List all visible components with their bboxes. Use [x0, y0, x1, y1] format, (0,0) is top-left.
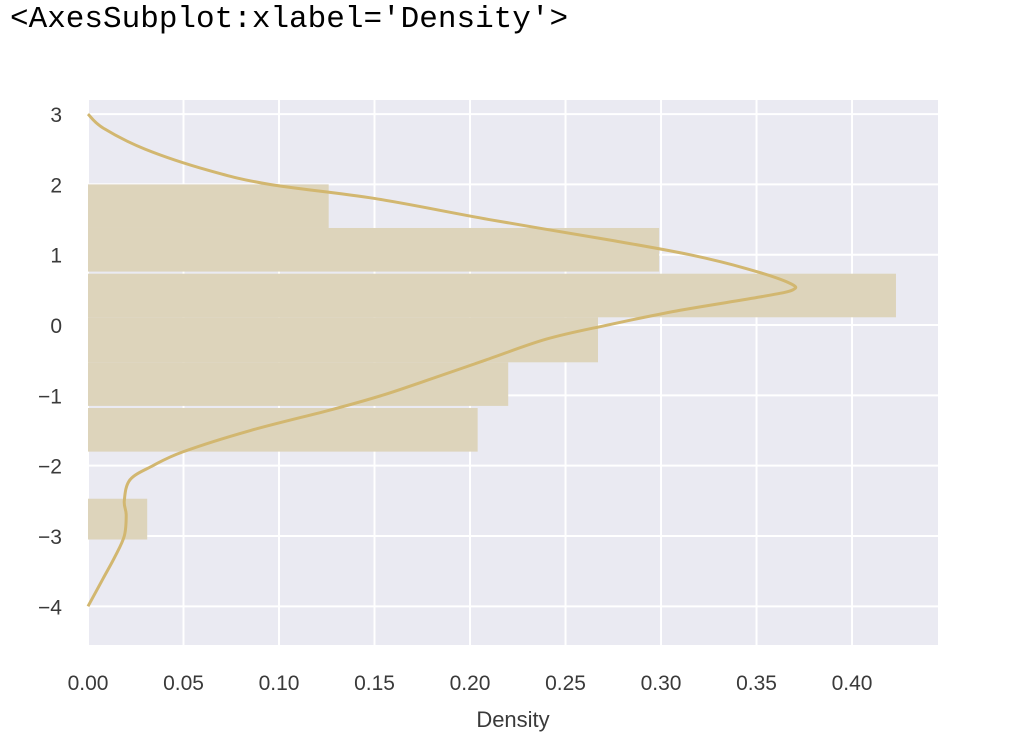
- x-tick-label: 0.20: [450, 672, 491, 695]
- histogram-bar: [88, 408, 478, 452]
- histogram-bar: [88, 362, 509, 406]
- x-tick-label: 0.25: [545, 672, 586, 695]
- y-tick-label: −1: [38, 385, 62, 408]
- x-tick-label: 0.15: [354, 672, 395, 695]
- y-tick-label: 0: [50, 315, 62, 338]
- x-tick-label: 0.40: [832, 672, 873, 695]
- y-tick-label: 3: [50, 104, 62, 127]
- x-tick-label: 0.35: [736, 672, 777, 695]
- histogram-bar: [88, 498, 148, 540]
- x-tick-label: 0.00: [68, 672, 109, 695]
- y-tick-label: −4: [38, 596, 62, 619]
- y-tick-label: 2: [50, 174, 62, 197]
- y-tick-label: −3: [38, 526, 62, 549]
- histogram-bar: [88, 317, 598, 363]
- y-tick-label: 1: [50, 245, 62, 268]
- x-tick-label: 0.30: [641, 672, 682, 695]
- histogram-bar: [88, 184, 329, 228]
- histogram-bar: [88, 227, 660, 272]
- kde-curve: [86, 112, 798, 608]
- y-tick-labels: 3 2 1 0 −1 −2 −3 −4: [38, 104, 62, 619]
- x-tick-labels: 0.00 0.05 0.10 0.15 0.20 0.25 0.30 0.35 0.40: [68, 672, 873, 695]
- histogram-bars: [88, 184, 896, 540]
- output-repr-text: <AxesSubplot:xlabel='Density'>: [10, 2, 569, 37]
- x-tick-label: 0.10: [259, 672, 300, 695]
- x-tick-label: 0.05: [163, 672, 204, 695]
- y-tick-label: −2: [38, 456, 62, 479]
- x-axis-label: Density: [476, 707, 549, 732]
